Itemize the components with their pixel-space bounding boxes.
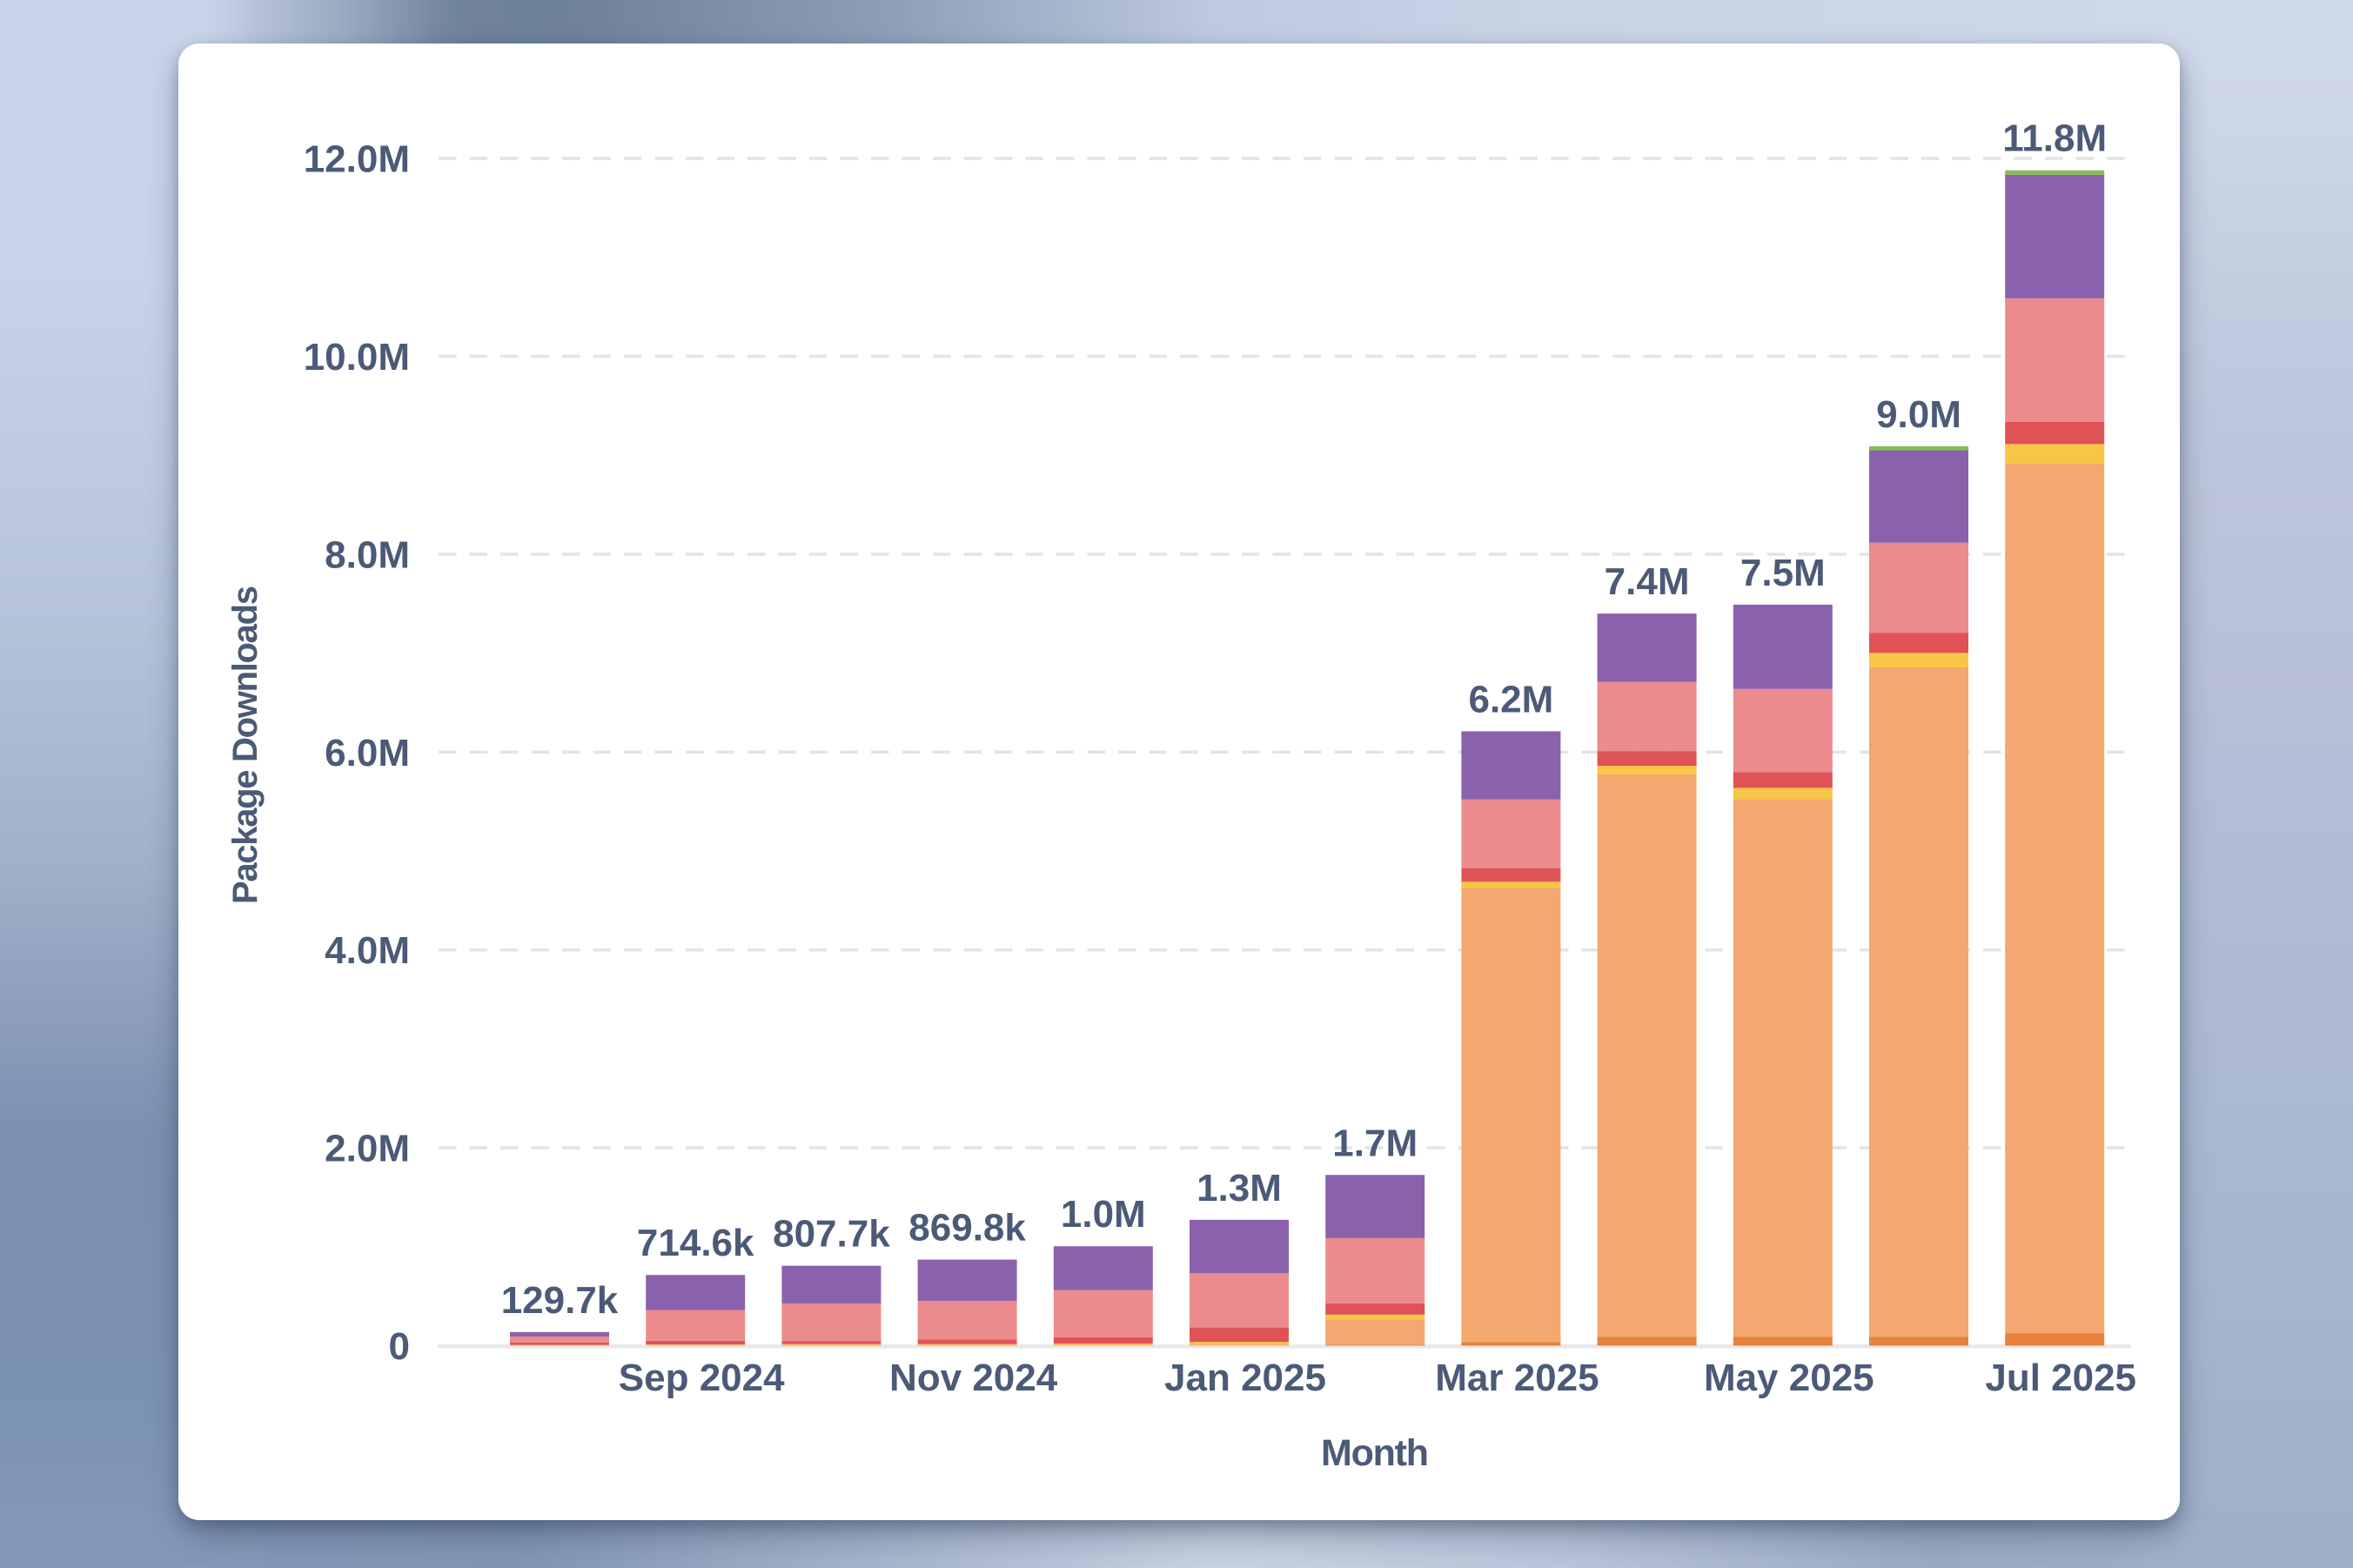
svg-text:Mar 2025: Mar 2025 (1435, 1357, 1599, 1399)
svg-text:Nov 2024: Nov 2024 (889, 1357, 1058, 1399)
svg-text:807.7k: 807.7k (773, 1213, 890, 1256)
svg-text:2.0M: 2.0M (325, 1128, 410, 1170)
svg-text:7.5M: 7.5M (1740, 552, 1826, 594)
svg-text:1.7M: 1.7M (1332, 1122, 1418, 1164)
svg-text:7.4M: 7.4M (1605, 560, 1690, 603)
svg-text:1.3M: 1.3M (1197, 1167, 1282, 1210)
svg-text:Sep 2024: Sep 2024 (619, 1357, 785, 1399)
svg-text:6.0M: 6.0M (325, 732, 410, 774)
svg-text:9.0M: 9.0M (1876, 393, 1961, 436)
svg-text:1.0M: 1.0M (1061, 1193, 1146, 1236)
svg-text:11.8M: 11.8M (2002, 117, 2107, 160)
svg-text:Jul 2025: Jul 2025 (1985, 1357, 2136, 1399)
svg-text:May 2025: May 2025 (1704, 1357, 1874, 1399)
svg-text:12.0M: 12.0M (304, 138, 410, 181)
svg-text:4.0M: 4.0M (325, 929, 410, 972)
svg-text:129.7k: 129.7k (501, 1279, 619, 1322)
svg-text:Package Downloads: Package Downloads (226, 586, 265, 904)
svg-text:0: 0 (389, 1325, 410, 1368)
svg-text:Jan 2025: Jan 2025 (1164, 1357, 1326, 1399)
svg-text:10.0M: 10.0M (304, 336, 410, 379)
svg-text:6.2M: 6.2M (1468, 678, 1553, 720)
svg-text:8.0M: 8.0M (325, 533, 410, 576)
svg-text:714.6k: 714.6k (637, 1222, 754, 1264)
svg-text:Month: Month (1321, 1432, 1429, 1474)
svg-text:869.8k: 869.8k (908, 1207, 1026, 1250)
